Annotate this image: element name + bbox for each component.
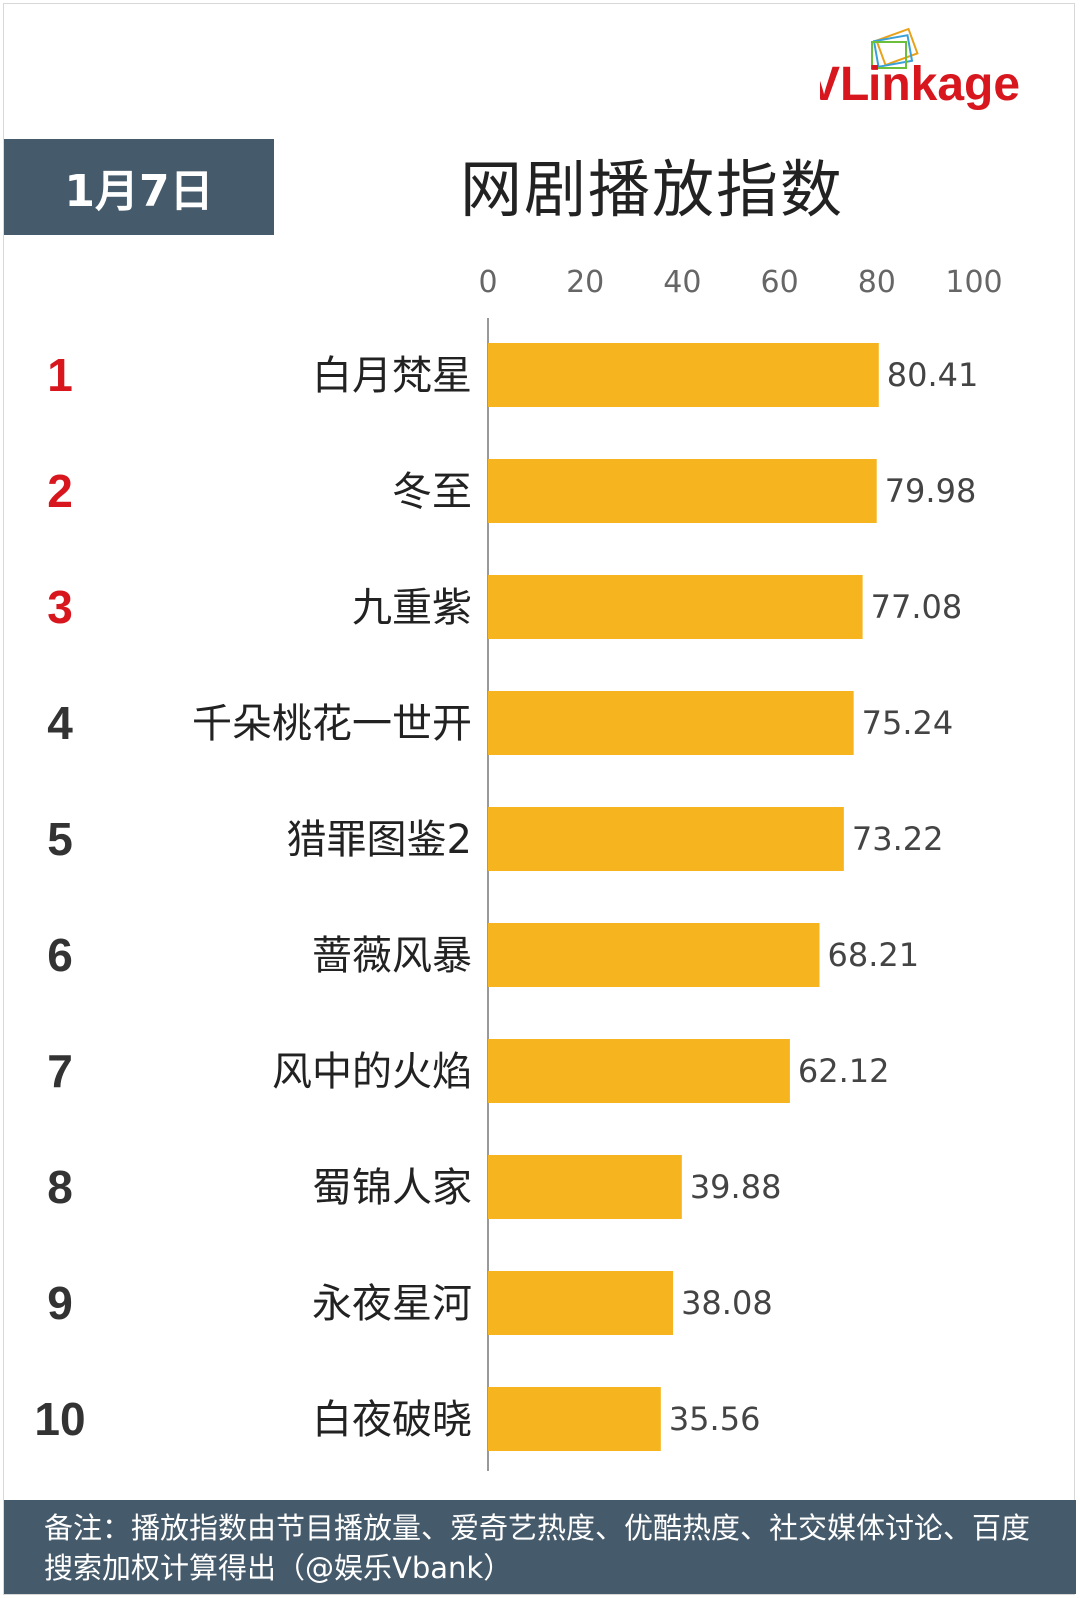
- rank-number: 5: [47, 813, 73, 865]
- value-label: 79.98: [885, 472, 977, 510]
- category-label: 千朵桃花一世开: [192, 701, 472, 747]
- x-tick-label: 60: [761, 265, 799, 300]
- logo-rest: inkage: [868, 58, 1020, 111]
- category-label: 风中的火焰: [272, 1049, 472, 1095]
- x-tick-label: 100: [945, 265, 1002, 300]
- chart-title: 网剧播放指数: [460, 153, 845, 226]
- value-label: 73.22: [852, 820, 944, 858]
- rank-number: 6: [47, 929, 73, 981]
- bar: [488, 459, 877, 523]
- x-tick-label: 80: [858, 265, 896, 300]
- bar: [488, 575, 863, 639]
- category-label: 九重紫: [352, 585, 472, 631]
- rank-number: 7: [47, 1045, 73, 1097]
- rank-number: 9: [47, 1277, 73, 1329]
- rank-number: 1: [47, 349, 73, 401]
- bar: [488, 1271, 674, 1335]
- logo-icon: [871, 27, 919, 69]
- vlinkage-logo: VL inkage: [820, 27, 1020, 111]
- category-label: 冬至: [392, 469, 472, 515]
- rank-number: 8: [47, 1161, 73, 1213]
- rank-number: 2: [47, 465, 73, 517]
- value-label: 80.41: [887, 356, 979, 394]
- rank-number: 3: [47, 581, 73, 633]
- bar: [488, 807, 844, 871]
- category-label: 白月梵星: [312, 353, 472, 399]
- footnote: 备注：播放指数由节目播放量、爱奇艺热度、优酷热度、社交媒体讨论、百度搜索加权计算…: [4, 1500, 1076, 1594]
- value-label: 62.12: [798, 1052, 890, 1090]
- bar: [488, 691, 854, 755]
- logo-v: VL: [820, 58, 869, 111]
- bar: [488, 1155, 682, 1219]
- date-badge: 1月7日: [4, 139, 274, 235]
- value-label: 77.08: [871, 588, 963, 626]
- bar: [488, 343, 879, 407]
- bar: [488, 1039, 790, 1103]
- category-label: 猎罪图鉴2: [287, 817, 472, 863]
- x-tick-label: 40: [663, 265, 701, 300]
- x-tick-label: 20: [566, 265, 604, 300]
- x-tick-label: 0: [478, 265, 497, 300]
- bar-chart: 0 20 40 60 80 100 1 白月梵星 80.41 2 冬至 79.98 3 九重紫 77.08 4…: [34, 265, 1003, 1471]
- category-label: 蜀锦人家: [312, 1165, 472, 1211]
- page-frame: [3, 3, 1075, 1595]
- value-label: 38.08: [681, 1284, 773, 1322]
- bar: [488, 923, 820, 987]
- rank-number: 10: [34, 1393, 85, 1445]
- value-label: 75.24: [862, 704, 954, 742]
- category-label: 白夜破晓: [312, 1397, 472, 1443]
- rank-number: 4: [47, 697, 73, 749]
- category-label: 蔷薇风暴: [312, 933, 472, 979]
- value-label: 35.56: [669, 1400, 761, 1438]
- bar: [488, 1387, 661, 1451]
- value-label: 39.88: [690, 1168, 782, 1206]
- category-label: 永夜星河: [312, 1281, 472, 1327]
- value-label: 68.21: [828, 936, 920, 974]
